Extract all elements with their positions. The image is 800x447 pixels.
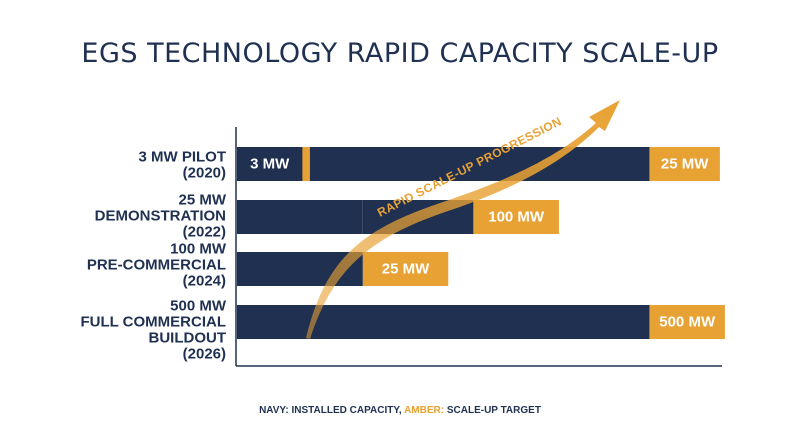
bar-target-sliver: [302, 147, 310, 181]
bar-value-label: 500 MW: [659, 314, 716, 331]
bar-segment-row3: [649, 305, 725, 339]
category-label: (2020): [183, 165, 226, 182]
legend-navy-text: INSTALLED CAPACITY,: [288, 405, 405, 416]
legend: NAVY: INSTALLED CAPACITY, AMBER: SCALE-U…: [0, 405, 800, 416]
bar-segment-row2: [362, 252, 449, 286]
legend-navy-key: NAVY:: [259, 405, 289, 416]
chart-title: EGS TECHNOLOGY RAPID CAPACITY SCALE-UP: [81, 38, 719, 69]
legend-amber-text: SCALE-UP TARGET: [444, 405, 541, 416]
category-label: (2026): [183, 346, 226, 363]
category-label: (2024): [183, 273, 226, 290]
bar-value-label: 100 MW: [488, 209, 545, 226]
bar-segment-row1: [473, 200, 559, 234]
category-label: PRE-COMMERCIAL: [87, 257, 226, 274]
bar-installed-3mw: [237, 147, 303, 181]
category-label: DEMONSTRATION: [95, 208, 226, 225]
bar-value-label: 25 MW: [382, 261, 430, 278]
bar-installed-row1: [237, 200, 363, 234]
category-label: (2022): [183, 224, 226, 241]
category-label: 25 MW: [178, 192, 226, 209]
bar-value-label: 25 MW: [661, 156, 709, 173]
bar-value-label: 3 MW: [250, 156, 290, 173]
category-label: BUILDOUT: [149, 330, 227, 347]
bar-segment-row0: [649, 147, 720, 181]
category-label: 3 MW PILOT: [139, 149, 227, 166]
legend-amber-key: AMBER:: [404, 405, 445, 416]
category-label: 500 MW: [170, 298, 227, 315]
category-label: 100 MW: [170, 241, 227, 258]
bar-segment-row3: [237, 305, 650, 339]
category-label: FULL COMMERCIAL: [80, 314, 226, 331]
